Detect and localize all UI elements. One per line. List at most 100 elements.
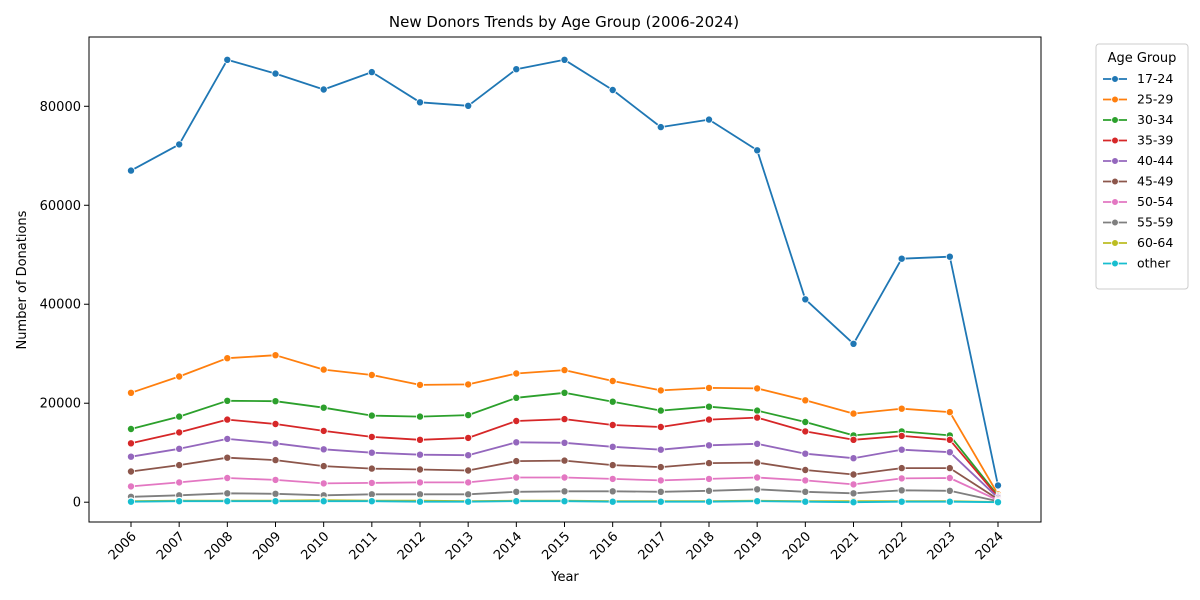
legend-marker — [1111, 136, 1119, 145]
data-point-35-39 — [319, 426, 328, 435]
data-point-other — [512, 497, 521, 506]
data-point-55-59 — [897, 486, 906, 495]
legend-label: 30-34 — [1137, 112, 1173, 127]
data-point-35-39 — [367, 432, 376, 441]
data-point-25-29 — [656, 386, 665, 395]
chart-title: New Donors Trends by Age Group (2006-202… — [389, 13, 739, 31]
y-tick-label: 80000 — [40, 100, 81, 115]
x-tick-label: 2018 — [684, 529, 718, 563]
data-point-45-49 — [319, 462, 328, 471]
legend-marker — [1111, 239, 1119, 247]
x-tick-label: 2015 — [539, 529, 573, 563]
data-point-40-44 — [319, 445, 328, 454]
legend-entry-other: other — [1103, 256, 1171, 271]
data-point-other — [271, 497, 280, 506]
legend-entry-30-34: 30-34 — [1103, 112, 1173, 127]
x-axis-ticks: 2006 2007 2008 2009 2010 2011 2012 2013 2014 2015… — [106, 522, 1007, 563]
data-point-50-54 — [753, 473, 762, 482]
legend-entry-55-59: 55-59 — [1103, 215, 1173, 230]
data-point-55-59 — [223, 489, 232, 498]
data-point-17-24 — [175, 140, 184, 149]
data-point-40-44 — [945, 448, 954, 457]
legend-title: Age Group — [1108, 51, 1177, 66]
data-point-other — [994, 498, 1003, 507]
data-point-30-34 — [705, 402, 714, 411]
data-point-other — [753, 497, 762, 506]
data-point-40-44 — [512, 438, 521, 447]
legend-frame — [1095, 43, 1189, 290]
data-point-25-29 — [415, 380, 424, 389]
data-point-50-54 — [656, 476, 665, 485]
legend: Age Group 17-24 25-29 30-34 35-39 40-44 45-49… — [1095, 43, 1189, 290]
data-point-45-49 — [801, 465, 810, 474]
x-tick-label: 2021 — [828, 529, 862, 563]
data-point-45-49 — [415, 465, 424, 474]
data-point-other — [849, 498, 858, 507]
data-point-45-49 — [705, 459, 714, 468]
legend-marker — [1111, 218, 1119, 227]
data-point-55-59 — [801, 487, 810, 496]
legend-marker — [1111, 157, 1119, 165]
legend-entry-45-49: 45-49 — [1103, 174, 1173, 189]
data-point-25-29 — [464, 380, 473, 389]
legend-marker — [1111, 198, 1119, 206]
data-point-17-24 — [367, 68, 376, 77]
legend-marker — [1111, 177, 1119, 186]
legend-label: 25-29 — [1137, 92, 1173, 107]
data-point-17-24 — [512, 65, 521, 74]
data-point-45-49 — [127, 467, 136, 476]
x-tick-label: 2010 — [298, 529, 332, 563]
data-point-35-39 — [560, 415, 569, 424]
data-point-35-39 — [705, 415, 714, 424]
data-point-45-49 — [608, 461, 617, 470]
data-point-55-59 — [945, 486, 954, 495]
data-point-50-54 — [705, 474, 714, 483]
data-point-45-49 — [367, 464, 376, 473]
x-tick-label: 2016 — [587, 529, 621, 563]
data-point-50-54 — [897, 474, 906, 483]
data-point-other — [945, 497, 954, 506]
data-point-55-59 — [705, 486, 714, 495]
legend-label: 17-24 — [1137, 71, 1173, 86]
y-tick-label: 40000 — [40, 298, 81, 313]
legend-entry-40-44: 40-44 — [1103, 153, 1173, 168]
data-point-30-34 — [271, 397, 280, 406]
data-point-30-34 — [560, 388, 569, 397]
data-point-40-44 — [560, 438, 569, 447]
data-point-25-29 — [608, 376, 617, 385]
data-point-50-54 — [849, 480, 858, 489]
data-point-50-54 — [367, 478, 376, 487]
data-point-25-29 — [897, 404, 906, 413]
data-point-45-49 — [945, 464, 954, 473]
data-point-35-39 — [223, 415, 232, 424]
data-point-50-54 — [945, 473, 954, 482]
data-point-35-39 — [753, 413, 762, 422]
data-point-17-24 — [753, 146, 762, 155]
data-point-45-49 — [512, 457, 521, 466]
data-point-25-29 — [801, 396, 810, 405]
data-point-30-34 — [608, 397, 617, 406]
data-point-40-44 — [271, 439, 280, 448]
data-point-other — [415, 497, 424, 506]
data-point-50-54 — [464, 478, 473, 487]
data-point-50-54 — [127, 482, 136, 491]
data-point-40-44 — [656, 445, 665, 454]
data-point-25-29 — [945, 408, 954, 417]
data-point-35-39 — [608, 420, 617, 429]
legend-entry-25-29: 25-29 — [1103, 92, 1173, 107]
data-point-17-24 — [560, 55, 569, 64]
data-point-55-59 — [464, 490, 473, 499]
legend-label: other — [1137, 256, 1171, 271]
data-point-55-59 — [753, 485, 762, 494]
data-point-35-39 — [127, 439, 136, 448]
data-point-55-59 — [656, 487, 665, 496]
x-tick-label: 2008 — [202, 529, 236, 563]
data-point-50-54 — [175, 478, 184, 487]
data-point-35-39 — [849, 435, 858, 444]
data-point-45-49 — [897, 464, 906, 473]
data-point-40-44 — [223, 434, 232, 443]
data-point-30-34 — [656, 406, 665, 415]
data-point-30-34 — [753, 406, 762, 415]
data-point-30-34 — [127, 424, 136, 433]
data-point-40-44 — [464, 451, 473, 460]
